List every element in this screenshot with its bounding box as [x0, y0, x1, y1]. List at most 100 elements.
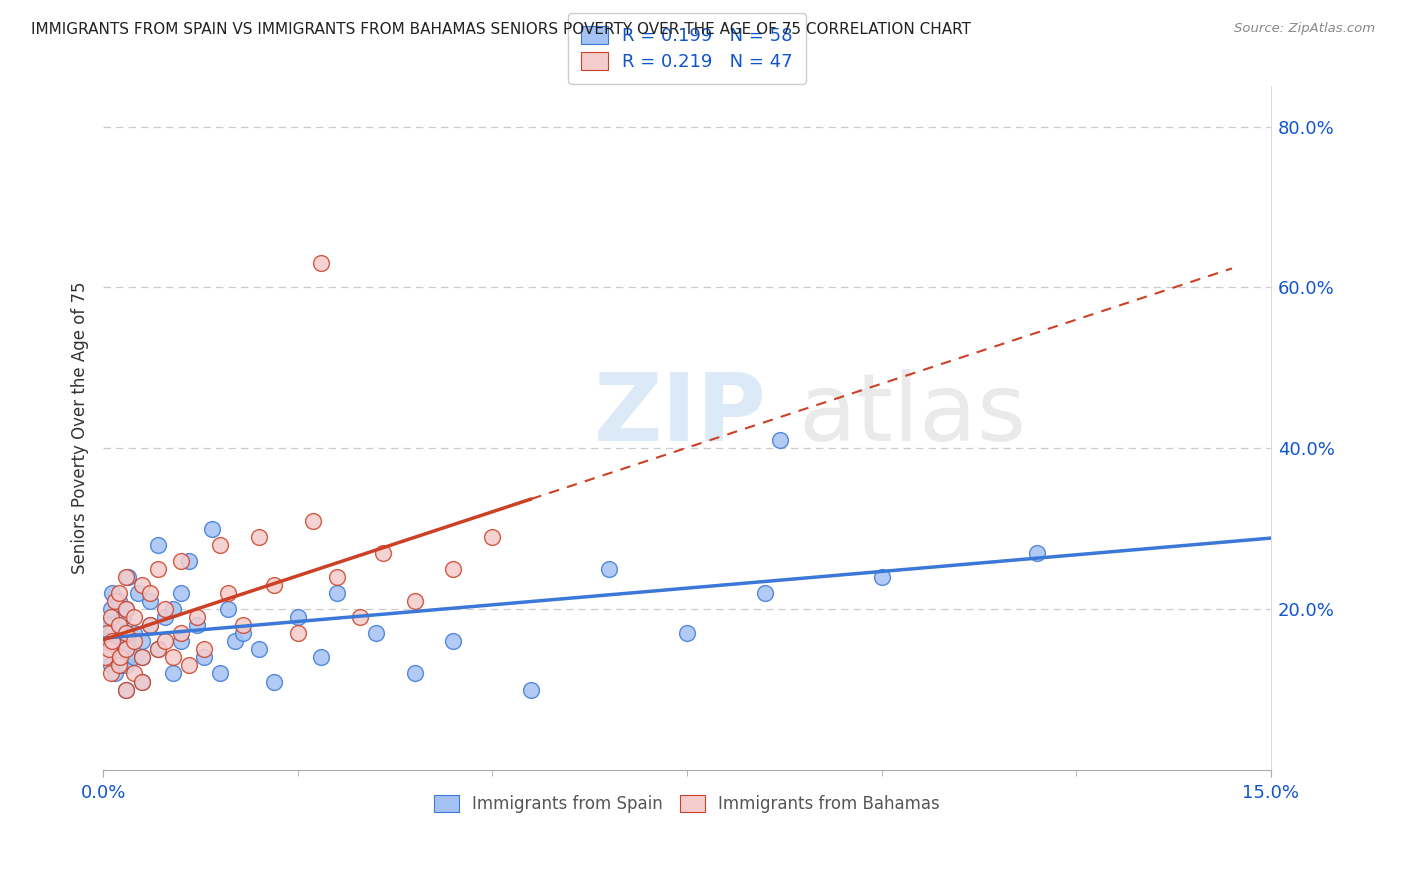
Point: [349, 610, 371, 624]
Point: [146, 538, 169, 552]
Point: [309, 256, 332, 270]
Point: [162, 666, 184, 681]
Point: [107, 594, 129, 608]
Point: [186, 610, 208, 624]
Point: [100, 626, 122, 640]
Point: [115, 626, 138, 640]
Point: [404, 594, 426, 608]
Point: [104, 666, 127, 681]
Point: [325, 570, 347, 584]
Point: [139, 586, 162, 600]
Point: [870, 570, 893, 584]
Point: [520, 682, 543, 697]
Point: [676, 626, 699, 640]
Point: [100, 666, 122, 681]
Point: [170, 626, 193, 640]
Point: [101, 586, 124, 600]
Point: [139, 618, 162, 632]
Point: [96, 650, 118, 665]
Y-axis label: Seniors Poverty Over the Age of 75: Seniors Poverty Over the Age of 75: [72, 282, 89, 574]
Point: [96, 618, 118, 632]
Point: [208, 666, 231, 681]
Point: [107, 618, 129, 632]
Point: [100, 602, 122, 616]
Point: [443, 562, 465, 576]
Point: [325, 586, 347, 600]
Point: [98, 634, 121, 648]
Point: [104, 594, 127, 608]
Text: atlas: atlas: [799, 368, 1026, 460]
Point: [110, 650, 132, 665]
Point: [115, 626, 138, 640]
Point: [111, 610, 134, 624]
Point: [115, 658, 138, 673]
Point: [107, 650, 129, 665]
Point: [170, 634, 193, 648]
Point: [122, 626, 145, 640]
Point: [155, 634, 177, 648]
Point: [117, 570, 139, 584]
Point: [263, 674, 285, 689]
Point: [443, 634, 465, 648]
Point: [100, 610, 122, 624]
Point: [155, 602, 177, 616]
Point: [217, 602, 239, 616]
Point: [127, 586, 149, 600]
Point: [115, 602, 138, 616]
Point: [122, 634, 145, 648]
Point: [107, 634, 129, 648]
Point: [98, 642, 121, 657]
Point: [155, 610, 177, 624]
Point: [146, 642, 169, 657]
Point: [208, 538, 231, 552]
Point: [481, 530, 503, 544]
Point: [100, 658, 122, 673]
Point: [232, 626, 254, 640]
Point: [115, 642, 138, 657]
Point: [115, 642, 138, 657]
Point: [263, 578, 285, 592]
Point: [139, 618, 162, 632]
Point: [309, 650, 332, 665]
Point: [598, 562, 620, 576]
Point: [107, 658, 129, 673]
Point: [122, 666, 145, 681]
Point: [107, 618, 129, 632]
Point: [100, 642, 122, 657]
Point: [146, 562, 169, 576]
Point: [96, 626, 118, 640]
Point: [217, 586, 239, 600]
Point: [186, 618, 208, 632]
Point: [115, 570, 138, 584]
Point: [131, 674, 153, 689]
Point: [247, 530, 270, 544]
Point: [139, 594, 162, 608]
Point: [364, 626, 387, 640]
Point: [131, 674, 153, 689]
Point: [122, 650, 145, 665]
Point: [162, 650, 184, 665]
Point: [131, 650, 153, 665]
Point: [232, 618, 254, 632]
Point: [302, 514, 325, 528]
Point: [115, 682, 138, 697]
Point: [177, 658, 200, 673]
Point: [110, 658, 132, 673]
Point: [373, 546, 395, 560]
Text: IMMIGRANTS FROM SPAIN VS IMMIGRANTS FROM BAHAMAS SENIORS POVERTY OVER THE AGE OF: IMMIGRANTS FROM SPAIN VS IMMIGRANTS FROM…: [31, 22, 972, 37]
Point: [224, 634, 246, 648]
Point: [769, 434, 792, 448]
Point: [287, 626, 309, 640]
Point: [115, 602, 138, 616]
Text: Source: ZipAtlas.com: Source: ZipAtlas.com: [1234, 22, 1375, 36]
Point: [170, 554, 193, 568]
Point: [107, 586, 129, 600]
Point: [201, 522, 224, 536]
Point: [131, 650, 153, 665]
Point: [146, 642, 169, 657]
Point: [177, 554, 200, 568]
Point: [193, 642, 215, 657]
Point: [115, 682, 138, 697]
Point: [754, 586, 776, 600]
Point: [170, 586, 193, 600]
